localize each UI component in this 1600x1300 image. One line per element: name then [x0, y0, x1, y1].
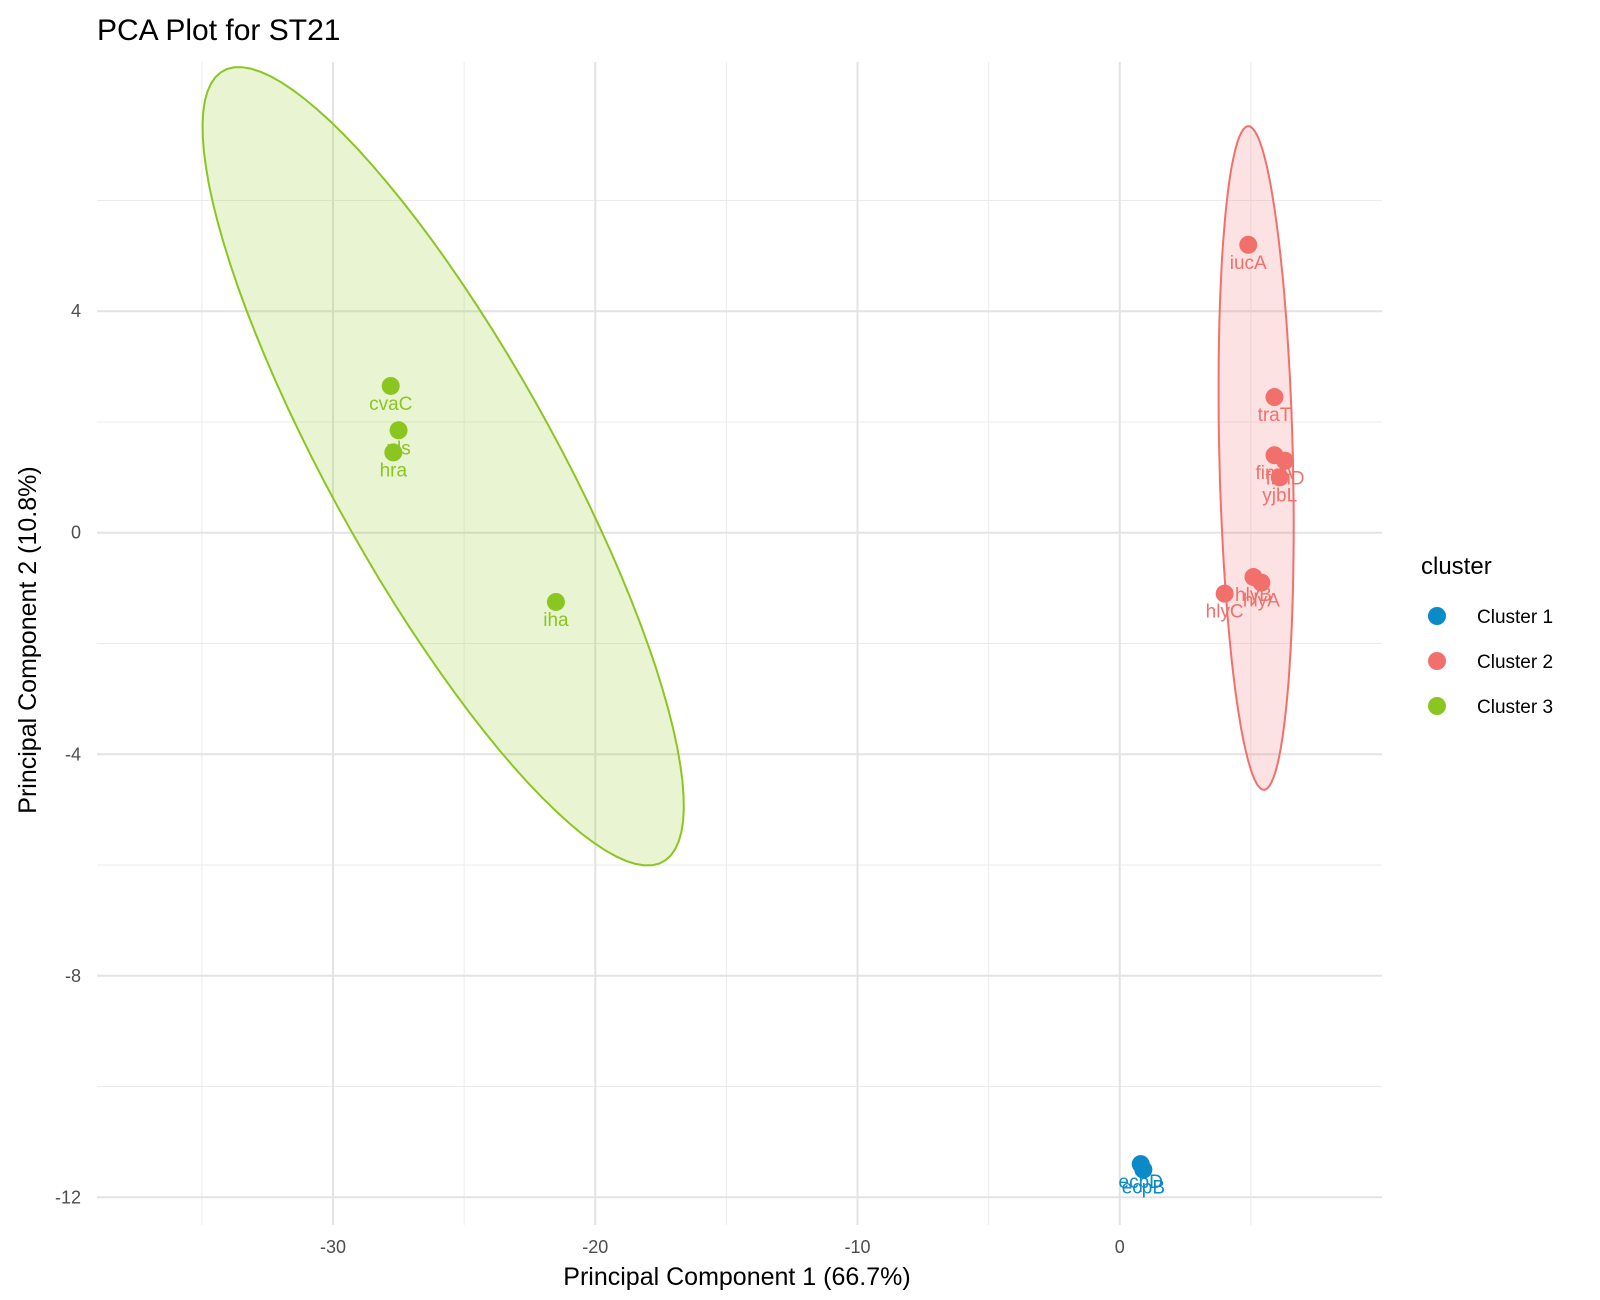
data-point [389, 421, 408, 440]
y-tick-label: -4 [65, 744, 81, 764]
x-tick-label: 0 [1115, 1237, 1125, 1257]
grid-lines [97, 62, 1382, 1225]
y-tick-label: 4 [71, 301, 81, 321]
x-axis-label: Principal Component 1 (66.7%) [563, 1263, 910, 1291]
point-label: traT [1258, 405, 1292, 426]
legend-items: Cluster 1 Cluster 2 Cluster 3 [1428, 607, 1553, 718]
legend-label: Cluster 1 [1477, 607, 1553, 628]
cluster-ellipse [201, 66, 685, 867]
data-point [1134, 1160, 1153, 1179]
y-axis-ticks: -12 -8 -4 0 4 [55, 301, 81, 1207]
data-point [381, 376, 400, 395]
point-label: hlyB [1235, 585, 1272, 606]
x-tick-label: -30 [320, 1237, 346, 1257]
cluster-ellipses [201, 66, 1295, 867]
point-label: hlyA [1243, 591, 1280, 612]
point-label: yjbL [1262, 485, 1297, 506]
point-label: iha [543, 610, 569, 631]
data-point [1239, 235, 1258, 254]
data-point [546, 592, 565, 611]
legend-key [1428, 697, 1446, 715]
data-point [384, 443, 403, 462]
point-label: cvaC [369, 394, 412, 415]
point-label: hra [380, 460, 408, 481]
legend-title: cluster [1421, 553, 1492, 580]
point-label: fimA [1255, 463, 1293, 484]
legend-label: Cluster 3 [1477, 697, 1553, 718]
data-point [1275, 451, 1294, 470]
point-label: iucA [1230, 253, 1267, 274]
x-axis-ticks: -30 -20 -10 0 [320, 1237, 1125, 1257]
y-tick-label: -12 [55, 1187, 81, 1207]
data-point [1215, 584, 1234, 603]
legend: cluster Cluster 1 Cluster 2 Cluster 3 [1421, 553, 1553, 718]
y-tick-label: 0 [71, 523, 81, 543]
cluster-ellipse [1217, 125, 1295, 791]
data-point [1265, 388, 1284, 407]
point-label: ecpD [1119, 1172, 1163, 1193]
legend-key [1428, 652, 1446, 670]
data-points [381, 235, 1294, 1179]
chart-title: PCA Plot for ST21 [97, 14, 340, 47]
point-label: hlyC [1206, 602, 1244, 623]
legend-key [1428, 607, 1446, 625]
point-label: pls [386, 438, 410, 459]
x-tick-label: -20 [582, 1237, 608, 1257]
x-tick-label: -10 [845, 1237, 871, 1257]
point-label: fimD [1265, 469, 1304, 490]
data-point [1252, 573, 1271, 592]
point-label: ecpB [1122, 1178, 1165, 1199]
legend-label: Cluster 2 [1477, 652, 1553, 673]
y-axis-label: Principal Component 2 (10.8%) [14, 466, 42, 813]
data-point [1270, 468, 1289, 487]
y-tick-label: -8 [65, 966, 81, 986]
